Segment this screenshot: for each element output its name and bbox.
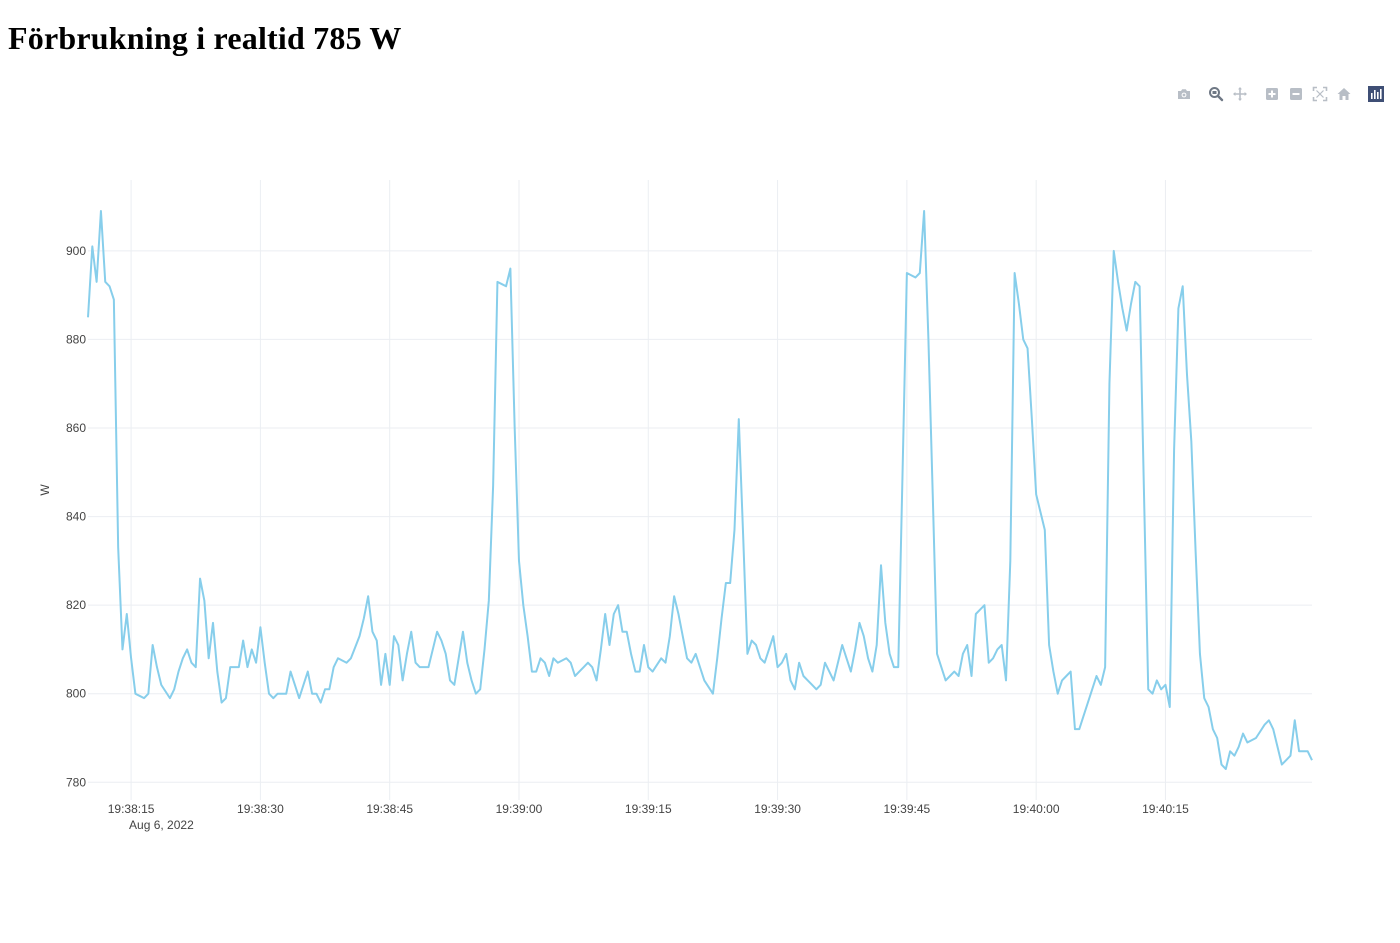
x-tick-label: 19:39:45 [884, 802, 931, 816]
x-gridlines [130, 180, 1166, 800]
y-tick-label: 820 [66, 598, 86, 612]
zoom-out-icon[interactable] [1284, 84, 1308, 104]
x-tick-label: 19:39:00 [496, 802, 543, 816]
page-title: Förbrukning i realtid 785 W [8, 20, 402, 56]
x-tick-label: 19:38:30 [237, 802, 284, 816]
pan-icon[interactable] [1228, 84, 1252, 104]
series-line [87, 210, 1313, 770]
chart-modebar [1172, 84, 1388, 104]
y-axis-ticks: 780 800 820 840 860 880 900 [66, 244, 86, 789]
zoom-icon[interactable] [1204, 84, 1228, 104]
camera-icon[interactable] [1172, 84, 1196, 104]
x-axis-date-label: Aug 6, 2022 [129, 818, 194, 832]
reset-axes-icon[interactable] [1332, 84, 1356, 104]
y-tick-label: 860 [66, 421, 86, 435]
x-tick-label: 19:39:15 [625, 802, 672, 816]
x-tick-label: 19:39:30 [754, 802, 801, 816]
autoscale-icon[interactable] [1308, 84, 1332, 104]
y-tick-label: 900 [66, 244, 86, 258]
x-tick-label: 19:40:15 [1142, 802, 1189, 816]
y-axis-label: W [38, 484, 52, 496]
y-tick-label: 880 [66, 332, 86, 346]
plotly-logo-icon[interactable] [1364, 84, 1388, 104]
y-tick-label: 800 [66, 687, 86, 701]
x-tick-label: 19:38:45 [366, 802, 413, 816]
y-gridlines [88, 250, 1312, 783]
x-axis-ticks: 19:38:15 19:38:30 19:38:45 19:39:00 19:39:15… [108, 802, 1189, 816]
zoom-in-icon[interactable] [1260, 84, 1284, 104]
x-tick-label: 19:38:15 [108, 802, 155, 816]
y-tick-label: 780 [66, 775, 86, 789]
y-tick-label: 840 [66, 510, 86, 524]
x-tick-label: 19:40:00 [1013, 802, 1060, 816]
